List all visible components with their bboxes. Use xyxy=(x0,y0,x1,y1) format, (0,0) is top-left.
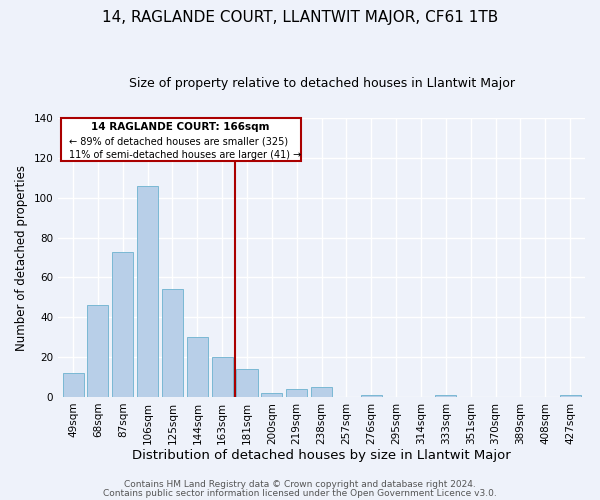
Bar xyxy=(62,373,83,397)
Bar xyxy=(311,387,332,397)
Bar xyxy=(212,357,233,397)
Bar xyxy=(112,252,133,397)
Text: 14 RAGLANDE COURT: 166sqm: 14 RAGLANDE COURT: 166sqm xyxy=(91,122,270,132)
Bar xyxy=(88,306,109,397)
Bar xyxy=(162,290,183,397)
Title: Size of property relative to detached houses in Llantwit Major: Size of property relative to detached ho… xyxy=(128,78,515,90)
Y-axis label: Number of detached properties: Number of detached properties xyxy=(15,164,28,350)
Text: Contains HM Land Registry data © Crown copyright and database right 2024.: Contains HM Land Registry data © Crown c… xyxy=(124,480,476,489)
Bar xyxy=(560,395,581,397)
Text: 11% of semi-detached houses are larger (41) →: 11% of semi-detached houses are larger (… xyxy=(69,150,301,160)
Bar xyxy=(361,395,382,397)
Text: 14, RAGLANDE COURT, LLANTWIT MAJOR, CF61 1TB: 14, RAGLANDE COURT, LLANTWIT MAJOR, CF61… xyxy=(102,10,498,25)
Bar xyxy=(137,186,158,397)
Bar xyxy=(286,389,307,397)
Bar xyxy=(187,337,208,397)
Text: Contains public sector information licensed under the Open Government Licence v3: Contains public sector information licen… xyxy=(103,488,497,498)
X-axis label: Distribution of detached houses by size in Llantwit Major: Distribution of detached houses by size … xyxy=(132,450,511,462)
Text: ← 89% of detached houses are smaller (325): ← 89% of detached houses are smaller (32… xyxy=(69,136,288,146)
FancyBboxPatch shape xyxy=(61,118,301,162)
Bar xyxy=(236,369,257,397)
Bar xyxy=(262,393,283,397)
Bar xyxy=(435,395,457,397)
